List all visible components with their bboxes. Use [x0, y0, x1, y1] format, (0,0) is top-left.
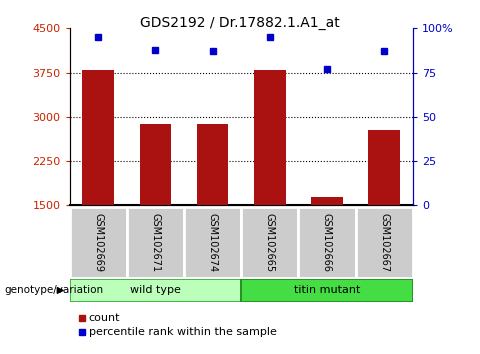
Text: GSM102666: GSM102666	[322, 213, 332, 272]
Text: GSM102669: GSM102669	[93, 213, 103, 272]
Text: GSM102665: GSM102665	[265, 213, 275, 272]
Bar	[70, 279, 241, 302]
Bar	[299, 207, 356, 278]
Bar	[241, 207, 299, 278]
Bar	[127, 207, 184, 278]
Text: GSM102674: GSM102674	[207, 213, 217, 272]
Bar	[369, 130, 400, 205]
Bar	[83, 70, 114, 205]
Bar	[241, 279, 413, 302]
Text: GSM102667: GSM102667	[379, 213, 389, 272]
Text: wild type: wild type	[130, 285, 181, 296]
Text: titin mutant: titin mutant	[294, 285, 360, 296]
Bar	[70, 207, 127, 278]
Bar	[197, 125, 228, 205]
Bar	[140, 125, 171, 205]
Bar	[311, 197, 343, 205]
Bar	[254, 70, 286, 205]
Text: count: count	[89, 313, 120, 323]
Bar	[184, 207, 241, 278]
Text: genotype/variation: genotype/variation	[5, 285, 104, 296]
Bar	[356, 207, 413, 278]
Text: GDS2192 / Dr.17882.1.A1_at: GDS2192 / Dr.17882.1.A1_at	[140, 16, 340, 30]
Text: GSM102671: GSM102671	[150, 213, 160, 272]
Text: percentile rank within the sample: percentile rank within the sample	[89, 327, 276, 337]
